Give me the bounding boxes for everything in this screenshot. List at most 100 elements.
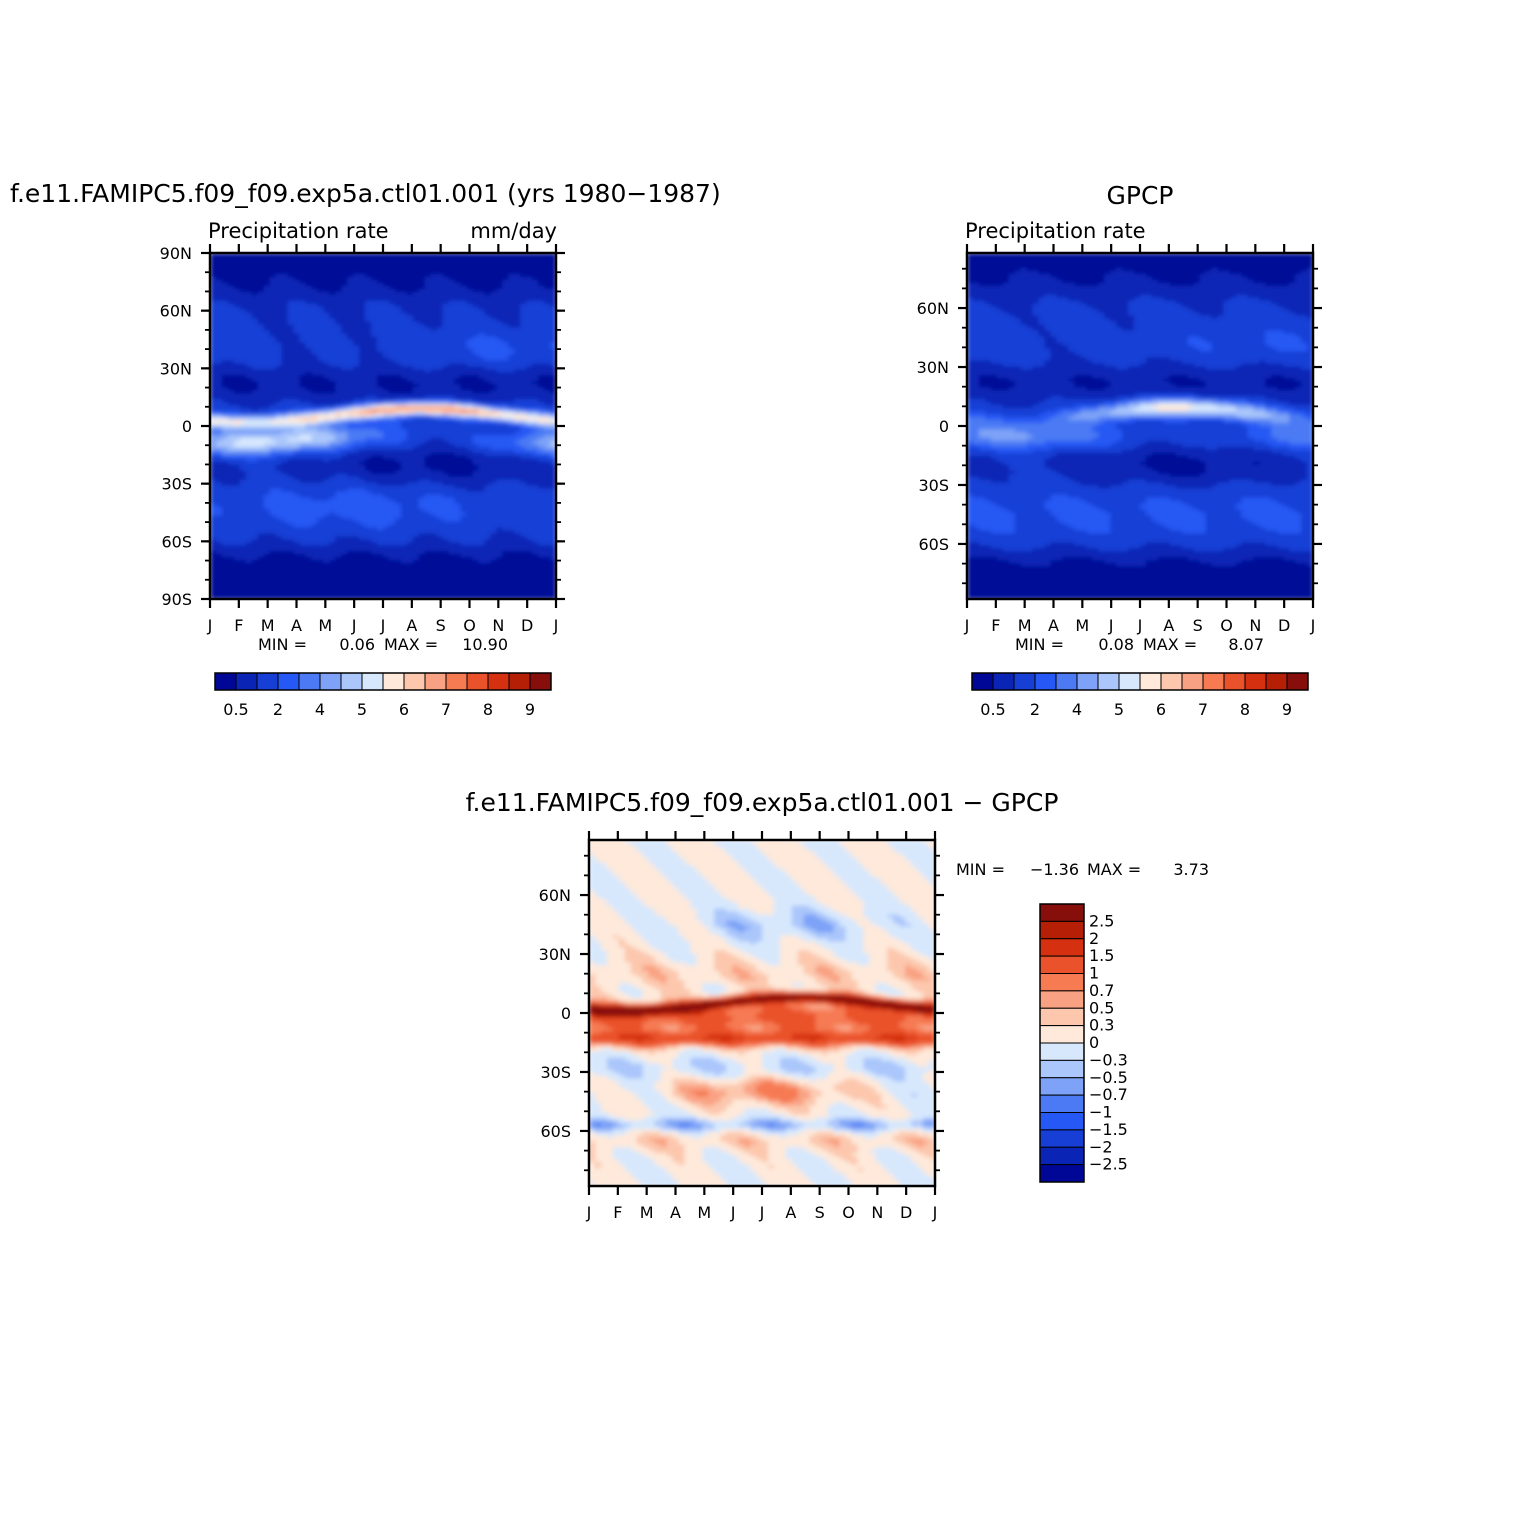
model-field-cell <box>430 420 438 424</box>
model-field-cell <box>329 336 336 341</box>
model-field-cell <box>269 369 277 373</box>
model-field-cell <box>418 336 426 341</box>
model-field-cell <box>424 387 432 391</box>
model-field-cell <box>472 387 480 391</box>
model-field-cell <box>448 321 456 326</box>
model-field-cell <box>365 458 372 463</box>
model-field-cell <box>299 491 307 496</box>
model-field-cell <box>311 500 318 505</box>
model-field-cell <box>412 255 420 260</box>
model-field-cell <box>514 485 521 490</box>
model-field-cell <box>293 276 301 281</box>
model-field-cell <box>329 351 336 356</box>
model-field-cell <box>371 390 378 394</box>
model-field-cell <box>293 303 301 308</box>
model-field-cell <box>215 342 223 347</box>
model-field-cell <box>251 312 259 317</box>
model-field-cell <box>299 327 307 332</box>
model-field-cell <box>317 357 324 361</box>
model-field-cell <box>484 420 491 424</box>
model-field-cell <box>353 300 360 305</box>
model-field-cell <box>317 467 324 472</box>
model-field-cell <box>233 399 241 403</box>
model-field-cell <box>383 417 390 421</box>
model-field-cell <box>472 423 480 427</box>
model-field-cell <box>323 360 330 364</box>
model-field-cell <box>269 500 277 505</box>
model-field-cell <box>508 279 515 284</box>
model-field-cell <box>400 506 408 511</box>
model-field-cell <box>251 449 259 454</box>
model-field-cell <box>412 315 420 320</box>
model-field-cell <box>383 333 390 338</box>
model-field-cell <box>257 294 265 299</box>
model-field-cell <box>448 434 456 439</box>
model-field-cell <box>317 381 324 385</box>
model-field-cell <box>251 354 259 358</box>
model-field-cell <box>353 479 360 484</box>
model-field-cell <box>377 357 384 361</box>
model-field-cell <box>359 494 366 499</box>
model-field-cell <box>335 372 342 376</box>
model-field-cell <box>442 387 450 391</box>
model-field-cell <box>329 503 336 508</box>
model-field-cell <box>221 509 229 514</box>
model-field-cell <box>287 360 295 364</box>
model-field-cell <box>460 485 468 490</box>
model-field-cell <box>472 461 480 466</box>
model-field-cell <box>394 440 402 445</box>
model-field-cell <box>418 500 426 505</box>
model-field-cell <box>520 387 527 391</box>
model-field-cell <box>394 321 402 326</box>
model-field-cell <box>460 393 468 397</box>
model-field-cell <box>269 482 277 487</box>
model-field-cell <box>424 434 432 439</box>
model-field-cell <box>532 491 539 496</box>
model-field-cell <box>496 276 503 281</box>
model-field-cell <box>305 494 313 499</box>
model-field-cell <box>305 461 313 466</box>
model-field-cell <box>239 285 247 290</box>
model-field-cell <box>430 443 438 448</box>
model-field-cell <box>544 494 551 499</box>
model-field-cell <box>514 402 521 406</box>
model-field-cell <box>394 366 402 370</box>
model-field-cell <box>317 405 324 409</box>
model-field-cell <box>484 279 491 284</box>
model-field-cell <box>347 470 354 475</box>
model-field-cell <box>329 431 336 436</box>
model-field-cell <box>448 261 456 266</box>
model-field-cell <box>329 446 336 451</box>
model-field-cell <box>257 315 265 320</box>
model-field-cell <box>359 503 366 508</box>
model-field-cell <box>490 357 497 361</box>
model-field-cell <box>257 420 265 424</box>
model-field-cell <box>460 455 468 460</box>
model-field-cell <box>245 461 253 466</box>
model-field-cell <box>221 255 229 260</box>
model-field-cell <box>436 318 444 323</box>
model-field-cell <box>412 461 420 466</box>
model-field-cell <box>377 285 384 290</box>
model-field-cell <box>544 264 551 269</box>
model-field-cell <box>544 428 551 433</box>
model-field-cell <box>239 267 247 272</box>
model-field-cell <box>359 351 366 356</box>
model-field-cell <box>281 405 289 409</box>
model-field-cell <box>257 488 265 493</box>
model-field-cell <box>544 273 551 278</box>
model-field-cell <box>317 390 324 394</box>
model-field-cell <box>502 434 509 439</box>
model-field-cell <box>478 333 486 338</box>
model-field-cell <box>514 396 521 400</box>
model-field-cell <box>436 485 444 490</box>
model-field-cell <box>305 411 313 415</box>
model-field-cell <box>317 309 324 314</box>
model-field-cell <box>263 387 271 391</box>
model-field-cell <box>532 384 539 388</box>
model-field-cell <box>275 276 283 281</box>
model-field-cell <box>442 488 450 493</box>
model-field-cell <box>329 461 336 466</box>
model-field-cell <box>412 476 420 481</box>
model-field-cell <box>418 491 426 496</box>
